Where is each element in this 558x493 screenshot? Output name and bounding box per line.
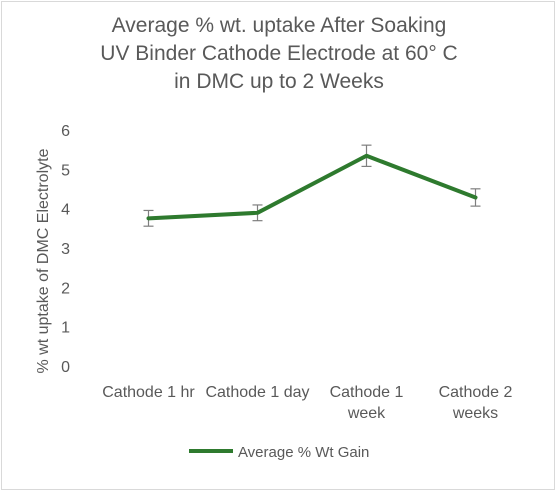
legend: Average % Wt Gain (0, 444, 558, 461)
y-tick-label: 0 (61, 359, 70, 376)
x-tick-label: Cathode 1 day (205, 384, 309, 401)
x-tick-label: Cathode 1 hr (102, 384, 195, 401)
y-tick-label: 1 (61, 320, 70, 337)
legend-line-swatch (188, 449, 233, 454)
chart-title-line-2: UV Binder Cathode Electrode at 60° C (100, 42, 458, 65)
y-tick-label: 5 (61, 162, 70, 179)
series-line (146, 153, 478, 221)
y-axis-title: % wt uptake of DMC Electrolyte (35, 148, 52, 373)
x-tick-label: Cathode 1 week (330, 384, 404, 422)
y-tick-label: 4 (61, 202, 70, 219)
y-axis-ticks: 0 1 2 3 4 5 6 (61, 123, 70, 376)
y-tick-label: 6 (61, 123, 70, 140)
legend-label: Average % Wt Gain (237, 444, 370, 461)
series-lines (146, 153, 478, 221)
chart-title-line-3: in DMC up to 2 Weeks (174, 70, 384, 93)
y-tick-label: 2 (61, 280, 70, 297)
chart-title: Average % wt. uptake After Soaking UV Bi… (0, 12, 558, 96)
y-tick-label: 3 (61, 241, 70, 258)
x-axis-ticks: Cathode 1 hr Cathode 1 day Cathode 1 week Ca… (102, 384, 512, 422)
x-tick-label: Cathode 2 weeks (439, 384, 513, 422)
chart-title-line-1: Average % wt. uptake After Soaking (111, 14, 447, 37)
